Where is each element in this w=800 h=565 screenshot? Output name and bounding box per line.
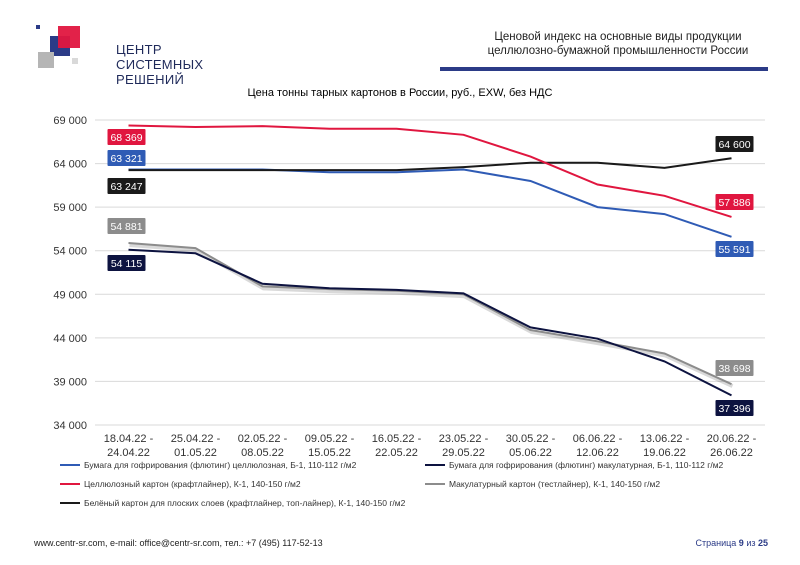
page-current: 9 bbox=[738, 538, 744, 548]
data-label-box bbox=[715, 194, 754, 210]
page-indicator: Страница 9 из 25 bbox=[695, 538, 768, 548]
x-tick-label: 20.06.22 -26.06.22 bbox=[707, 433, 757, 459]
x-tick-label: 06.06.22 -12.06.22 bbox=[573, 433, 623, 459]
report-title-line-2: целлюлозно-бумажной промышленности Росси… bbox=[487, 45, 749, 57]
footer-contacts: www.centr-sr.com, e-mail: office@centr-s… bbox=[34, 538, 323, 548]
x-tick-label: 30.05.22 -05.06.22 bbox=[506, 433, 556, 459]
x-tick-label: 25.04.22 -01.05.22 bbox=[171, 433, 221, 459]
brand-name: ЦЕНТР СИСТЕМНЫХ РЕШЕНИЙ bbox=[116, 42, 203, 87]
report-title-line-1: Ценовой индекс на основные виды продукци… bbox=[494, 31, 742, 43]
page-label: Страница bbox=[695, 538, 737, 548]
legend-label: Белёный картон для плоских слоев (крафтл… bbox=[84, 498, 406, 508]
brand-line-2: СИСТЕМНЫХ bbox=[116, 57, 204, 72]
legend-label: Макулатурный картон (тестлайнер), К-1, 1… bbox=[449, 479, 660, 489]
y-tick-label: 49 000 bbox=[53, 289, 87, 301]
chart-title: Цена тонны тарных картонов в России, руб… bbox=[248, 87, 553, 99]
legend-label: Бумага для гофрирования (флютинг) целлюл… bbox=[84, 460, 357, 470]
data-label: 54 115 bbox=[111, 258, 142, 270]
x-tick-label: 02.05.22 -08.05.22 bbox=[238, 433, 288, 459]
series-line bbox=[128, 168, 732, 238]
data-label: 63 321 bbox=[110, 153, 142, 165]
y-tick-label: 39 000 bbox=[53, 376, 87, 388]
page-separator: из bbox=[746, 538, 756, 548]
brand-line-1: ЦЕНТР bbox=[116, 42, 162, 57]
y-tick-label: 34 000 bbox=[53, 420, 87, 432]
series-shadow bbox=[129, 243, 734, 388]
data-label: 57 886 bbox=[718, 197, 750, 209]
data-label-box bbox=[715, 241, 754, 257]
brand-line-3: РЕШЕНИЙ bbox=[116, 72, 185, 87]
y-tick-label: 64 000 bbox=[53, 159, 87, 171]
data-label: 68 369 bbox=[110, 132, 142, 144]
company-logo: ЦЕНТР СИСТЕМНЫХ РЕШЕНИЙ bbox=[28, 22, 203, 87]
x-tick-label: 18.04.22 -24.04.22 bbox=[104, 433, 154, 459]
price-line-chart: Цена тонны тарных картонов в России, руб… bbox=[53, 87, 765, 508]
data-label: 54 881 bbox=[110, 221, 142, 233]
data-label-box bbox=[107, 218, 146, 234]
x-tick-label: 16.05.22 -22.05.22 bbox=[372, 433, 422, 459]
data-label: 38 698 bbox=[718, 363, 750, 375]
data-label: 37 396 bbox=[718, 403, 750, 415]
y-tick-label: 44 000 bbox=[53, 333, 87, 345]
page-total: 25 bbox=[757, 538, 768, 548]
data-label: 63 247 bbox=[110, 181, 142, 193]
data-label: 55 591 bbox=[718, 244, 750, 256]
data-label: 64 600 bbox=[718, 139, 750, 151]
data-label-box bbox=[715, 136, 754, 152]
data-label-box bbox=[715, 360, 754, 376]
header-divider bbox=[440, 67, 768, 71]
series-line bbox=[128, 157, 732, 172]
legend-label: Бумага для гофрирования (флютинг) макула… bbox=[449, 460, 724, 470]
series-line bbox=[128, 248, 732, 397]
data-label-box bbox=[107, 129, 146, 145]
report-title: Ценовой индекс на основные виды продукци… bbox=[468, 30, 768, 58]
x-tick-label: 23.05.22 -29.05.22 bbox=[439, 433, 489, 459]
data-label-box bbox=[715, 400, 754, 416]
x-tick-label: 13.06.22 -19.06.22 bbox=[640, 433, 690, 459]
x-tick-label: 09.05.22 -15.05.22 bbox=[305, 433, 355, 459]
logo-mark-icon bbox=[36, 25, 80, 68]
y-tick-label: 69 000 bbox=[53, 115, 87, 127]
y-tick-label: 59 000 bbox=[53, 202, 87, 214]
series-line bbox=[128, 124, 732, 218]
data-label-box bbox=[107, 178, 146, 194]
data-label-box bbox=[107, 255, 146, 271]
data-label-box bbox=[107, 150, 146, 166]
y-tick-label: 54 000 bbox=[53, 246, 87, 258]
legend-label: Целлюлозный картон (крафтлайнер), К-1, 1… bbox=[84, 479, 301, 489]
